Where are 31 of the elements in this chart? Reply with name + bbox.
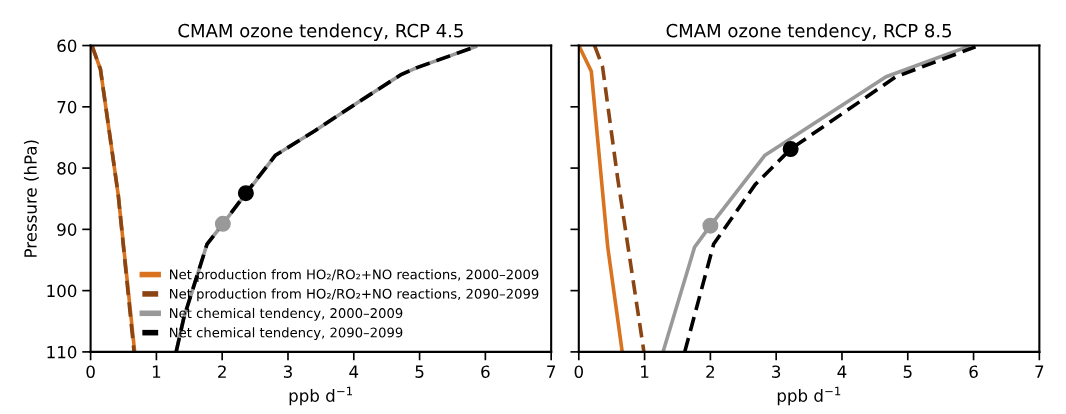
x-tick-label: 1 — [152, 365, 161, 378]
x-tick-label: 6 — [969, 365, 978, 378]
x-tick-label: 6 — [481, 365, 490, 378]
x-tick-label: 4 — [837, 365, 847, 378]
x-tick-label: 7 — [547, 365, 556, 378]
y-tick-label: 90 — [57, 223, 77, 236]
x-tick-label: 3 — [772, 365, 781, 378]
x-tick-label: 0 — [574, 365, 583, 378]
x-axis-title: ppb d$^{−1}$ — [777, 386, 841, 406]
chart-title: CMAM ozone tendency, RCP 8.5 — [666, 23, 952, 41]
x-tick-label: 2 — [218, 365, 226, 378]
x-tick-label: 3 — [283, 365, 292, 378]
x-tick-label: 5 — [415, 365, 424, 378]
x-tick-label: 1 — [641, 365, 649, 378]
x-axis-title: ppb d$^{−1}$ — [289, 386, 353, 406]
x-tick-label: 4 — [349, 365, 359, 378]
chart-title: CMAM ozone tendency, RCP 4.5 — [178, 23, 463, 41]
legend-label: Net chemical tendency, 2000–2009 — [170, 307, 403, 321]
legend-label: Net production from HO₂/RO₂+NO reactions, 2090–2099 — [170, 288, 539, 302]
y-axis-title: Pressure (hPa) — [23, 140, 39, 257]
y-tick-label: 110 — [47, 345, 77, 359]
y-tick-label: 70 — [57, 100, 77, 114]
y-tick-label: 100 — [47, 284, 77, 298]
x-tick-label: 2 — [706, 365, 715, 378]
y-tick-label: 80 — [57, 162, 77, 175]
y-tick-label: 60 — [57, 39, 77, 53]
x-tick-label: 0 — [86, 365, 95, 378]
x-tick-label: 7 — [1035, 365, 1044, 378]
legend-label: Net production from HO₂/RO₂+NO reactions, 2000–2009 — [170, 269, 539, 282]
x-tick-label: 5 — [903, 365, 912, 378]
legend-label: Net chemical tendency, 2090–2099 — [170, 327, 403, 341]
